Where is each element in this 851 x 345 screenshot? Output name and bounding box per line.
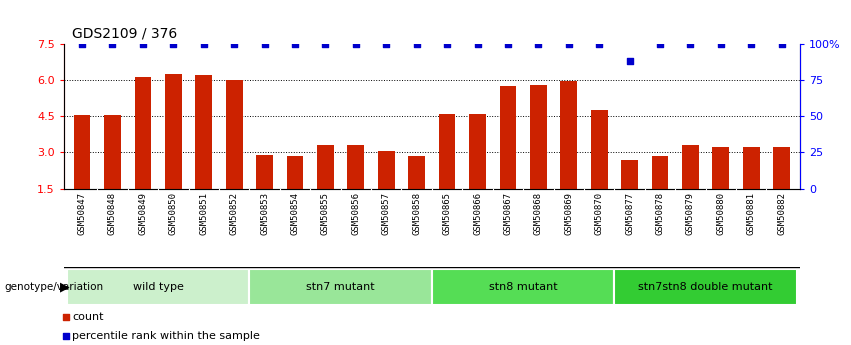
Point [501, 41, 515, 46]
Point [318, 41, 332, 46]
Bar [165, 74, 182, 189]
Bar [621, 159, 638, 189]
Text: GSM50850: GSM50850 [168, 193, 178, 235]
Point [258, 274, 271, 279]
Text: wild type: wild type [133, 282, 184, 292]
Text: GSM50881: GSM50881 [747, 193, 756, 235]
Point [714, 41, 728, 46]
Text: GSM50858: GSM50858 [412, 193, 421, 235]
Point [136, 41, 150, 46]
Text: stn8 mutant: stn8 mutant [488, 282, 557, 292]
Point [197, 41, 210, 46]
Text: GSM50847: GSM50847 [77, 193, 87, 235]
Bar [134, 77, 151, 189]
Bar [682, 145, 699, 189]
Text: GSM50853: GSM50853 [260, 193, 269, 235]
Bar [712, 147, 729, 189]
Bar [431, 268, 614, 305]
Bar [500, 86, 517, 189]
Text: genotype/variation: genotype/variation [4, 282, 103, 292]
Bar [774, 147, 790, 189]
Point [562, 41, 575, 46]
Bar [347, 145, 364, 189]
Point [654, 41, 667, 46]
Point [380, 41, 393, 46]
Point [471, 41, 484, 46]
Text: GSM50854: GSM50854 [290, 193, 300, 235]
Point [410, 41, 424, 46]
Text: GSM50880: GSM50880 [717, 193, 725, 235]
Text: GSM50852: GSM50852 [230, 193, 238, 235]
Text: stn7 mutant: stn7 mutant [306, 282, 375, 292]
Bar [469, 114, 486, 189]
Point [258, 41, 271, 46]
Bar [287, 156, 303, 189]
Bar [317, 145, 334, 189]
Point [288, 41, 302, 46]
Point [258, 99, 271, 104]
Bar [196, 75, 212, 189]
Text: count: count [72, 312, 104, 322]
Bar [652, 156, 668, 189]
Text: GSM50849: GSM50849 [139, 193, 147, 235]
Point [440, 41, 454, 46]
Bar [74, 115, 90, 189]
Text: GSM50856: GSM50856 [351, 193, 360, 235]
Bar [104, 115, 121, 189]
Point [745, 41, 758, 46]
Bar [67, 268, 249, 305]
Bar [614, 268, 797, 305]
Bar [249, 268, 431, 305]
Text: GSM50857: GSM50857 [382, 193, 391, 235]
Text: GSM50848: GSM50848 [108, 193, 117, 235]
Bar [561, 81, 577, 189]
Point [775, 41, 789, 46]
Text: GSM50870: GSM50870 [595, 193, 603, 235]
Point [592, 41, 606, 46]
Point [683, 41, 697, 46]
Text: GSM50866: GSM50866 [473, 193, 482, 235]
Text: GSM50882: GSM50882 [777, 193, 786, 235]
Text: percentile rank within the sample: percentile rank within the sample [72, 331, 260, 341]
Text: GSM50877: GSM50877 [625, 193, 634, 235]
Text: GSM50867: GSM50867 [504, 193, 512, 235]
Text: GDS2109 / 376: GDS2109 / 376 [72, 26, 178, 40]
Point [167, 41, 180, 46]
Bar [256, 155, 273, 189]
Bar [378, 151, 395, 189]
Bar [530, 85, 546, 189]
Point [623, 58, 637, 64]
Point [106, 41, 119, 46]
Text: stn7stn8 double mutant: stn7stn8 double mutant [638, 282, 773, 292]
Bar [591, 110, 608, 189]
Point [227, 41, 241, 46]
Bar [408, 156, 425, 189]
Text: GSM50879: GSM50879 [686, 193, 695, 235]
Text: GSM50865: GSM50865 [443, 193, 452, 235]
Text: GSM50855: GSM50855 [321, 193, 330, 235]
Text: GSM50851: GSM50851 [199, 193, 208, 235]
Bar [439, 114, 455, 189]
Text: ▶: ▶ [60, 280, 69, 293]
Text: GSM50869: GSM50869 [564, 193, 574, 235]
Bar [743, 147, 760, 189]
Point [349, 41, 363, 46]
Bar [226, 80, 243, 189]
Point [532, 41, 545, 46]
Point [75, 41, 89, 46]
Text: GSM50868: GSM50868 [534, 193, 543, 235]
Text: GSM50878: GSM50878 [655, 193, 665, 235]
